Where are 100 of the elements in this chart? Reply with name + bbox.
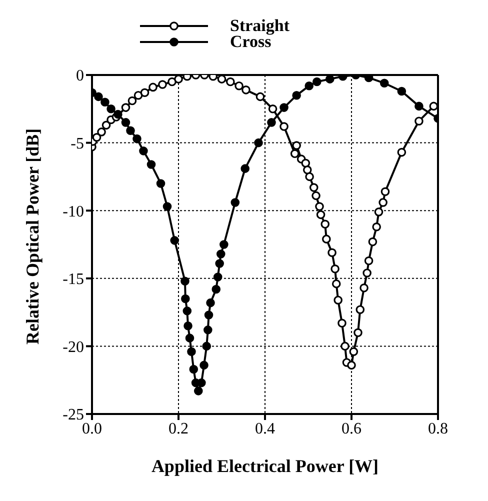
- point: [121, 118, 130, 127]
- point: [380, 187, 390, 196]
- point: [356, 305, 365, 314]
- point: [234, 81, 244, 90]
- point: [158, 80, 167, 89]
- point: [140, 88, 150, 98]
- point: [347, 360, 356, 370]
- point: [304, 81, 314, 90]
- point: [213, 272, 222, 282]
- point: [364, 256, 374, 266]
- point: [146, 160, 156, 169]
- point: [397, 86, 406, 96]
- point: [414, 116, 424, 126]
- point: [397, 148, 406, 157]
- point: [372, 222, 381, 232]
- y-axis-title: Relative Optical Power [dB]: [22, 128, 42, 344]
- point: [220, 240, 228, 249]
- point: [174, 75, 183, 84]
- point: [328, 248, 336, 258]
- point: [254, 138, 263, 148]
- point: [429, 102, 438, 111]
- point: [212, 284, 221, 294]
- point: [184, 321, 192, 330]
- point: [312, 77, 322, 86]
- point: [114, 110, 122, 119]
- point: [256, 92, 265, 102]
- point: [316, 210, 326, 220]
- point: [292, 90, 301, 100]
- point: [194, 386, 203, 396]
- point: [280, 122, 288, 131]
- x-tick-label: 0.2: [168, 420, 188, 438]
- point: [128, 96, 137, 106]
- point: [267, 118, 276, 127]
- point: [240, 164, 250, 173]
- point: [305, 172, 314, 182]
- x-tick-label: 0.8: [428, 420, 448, 438]
- point: [325, 75, 334, 84]
- point: [309, 183, 318, 192]
- point: [132, 134, 142, 144]
- point: [181, 294, 190, 304]
- point: [334, 296, 342, 304]
- point: [162, 202, 172, 211]
- point: [139, 146, 148, 156]
- point: [360, 283, 368, 292]
- point: [187, 347, 196, 356]
- point: [126, 126, 135, 135]
- point: [189, 364, 198, 374]
- x-tick-label: 0.0: [82, 420, 102, 438]
- point: [378, 198, 388, 207]
- point: [200, 360, 208, 370]
- point: [242, 86, 250, 94]
- point: [315, 202, 324, 211]
- y-tick-label: 0: [76, 68, 84, 85]
- point: [202, 342, 212, 351]
- point: [185, 334, 194, 342]
- point: [230, 198, 240, 207]
- point: [121, 103, 130, 112]
- point: [292, 141, 301, 150]
- point: [380, 78, 389, 88]
- point: [217, 75, 226, 84]
- legend-label: Straight: [230, 16, 290, 35]
- y-tick-label: -20: [62, 338, 84, 356]
- point: [206, 298, 215, 308]
- point: [106, 104, 116, 114]
- point: [170, 236, 180, 245]
- point: [349, 347, 358, 356]
- point: [322, 234, 331, 244]
- point: [182, 306, 192, 316]
- point: [100, 98, 110, 107]
- point: [330, 264, 340, 274]
- point: [290, 149, 300, 158]
- point: [97, 128, 106, 136]
- point: [215, 259, 224, 268]
- point: [134, 90, 143, 100]
- point: [364, 75, 374, 82]
- point: [362, 268, 372, 278]
- point: [320, 220, 330, 229]
- point: [204, 310, 214, 320]
- point: [414, 102, 424, 111]
- point: [302, 166, 312, 174]
- y-tick-label: -5: [70, 135, 84, 152]
- x-axis-title: Applied Electrical Power [W]: [151, 456, 379, 476]
- point: [216, 250, 226, 258]
- point: [226, 77, 235, 86]
- y-tick-label: -15: [62, 271, 84, 288]
- point: [94, 92, 103, 102]
- point: [368, 237, 378, 246]
- point: [312, 191, 320, 200]
- y-tick-label: -25: [62, 406, 84, 424]
- point: [340, 342, 350, 351]
- point: [268, 104, 278, 114]
- point: [280, 103, 288, 112]
- point: [354, 328, 362, 338]
- x-tick-label: 0.6: [342, 420, 362, 438]
- point: [332, 279, 341, 288]
- point: [301, 158, 310, 168]
- point: [374, 208, 384, 216]
- y-tick-label: -10: [62, 203, 84, 220]
- point: [102, 120, 111, 130]
- point: [156, 179, 166, 188]
